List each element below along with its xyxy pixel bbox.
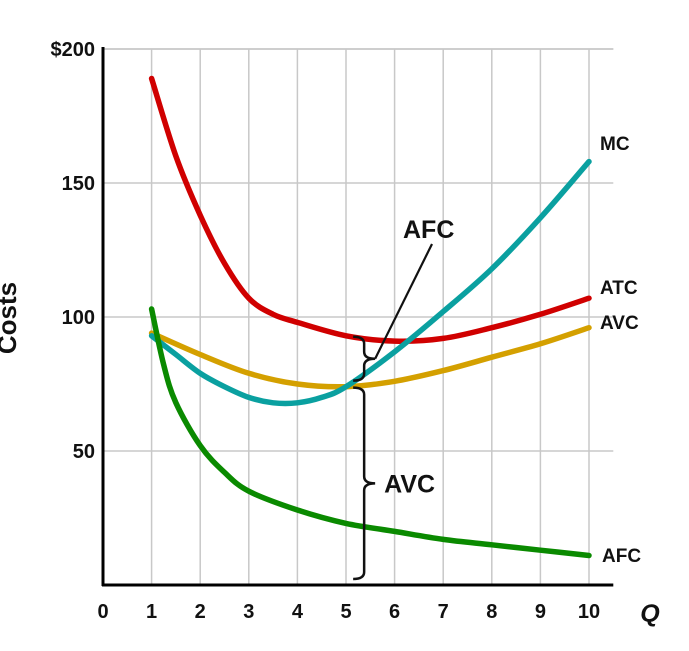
axes <box>101 47 614 587</box>
x-tick-label-6: 6 <box>389 601 400 623</box>
avc-brace <box>353 386 376 581</box>
x-tick-label-1: 1 <box>146 601 157 623</box>
x-tick-label-0: 0 <box>97 601 108 623</box>
afc-brace-pointer <box>374 243 433 360</box>
tick-labels: 0 1 2 3 4 5 6 7 8 9 10 50 100 150 $200 <box>51 39 601 623</box>
x-tick-label-8: 8 <box>486 601 497 623</box>
y-tick-label-100: 100 <box>62 307 95 329</box>
braces: AFC AVC <box>353 216 454 581</box>
curve-labels: ATC AVC MC AFC <box>600 134 641 567</box>
y-axis-label: Costs <box>0 282 22 354</box>
x-tick-label-2: 2 <box>195 601 206 623</box>
avc-brace-label: AVC <box>384 470 435 498</box>
y-tick-label-200: $200 <box>51 39 96 61</box>
mc-curve <box>148 158 592 407</box>
atc-curve-label: ATC <box>600 278 638 299</box>
afc-curve-label: AFC <box>602 546 641 567</box>
afc-brace-label: AFC <box>403 216 454 244</box>
x-tick-label-5: 5 <box>340 601 351 623</box>
atc-curve <box>148 75 592 344</box>
curves <box>148 75 592 559</box>
afc-curve <box>148 306 592 559</box>
avc-curve-label: AVC <box>600 313 639 334</box>
x-tick-label-7: 7 <box>438 601 449 623</box>
y-tick-label-150: 150 <box>62 173 95 195</box>
avc-curve <box>148 324 592 390</box>
mc-curve-label: MC <box>600 134 630 155</box>
x-tick-label-10: 10 <box>578 601 600 623</box>
x-tick-label-4: 4 <box>292 601 304 623</box>
afc-brace <box>353 335 376 382</box>
x-tick-label-3: 3 <box>243 601 254 623</box>
y-tick-label-50: 50 <box>73 441 95 463</box>
x-axis-label: Q <box>640 600 660 628</box>
x-tick-label-9: 9 <box>535 601 546 623</box>
